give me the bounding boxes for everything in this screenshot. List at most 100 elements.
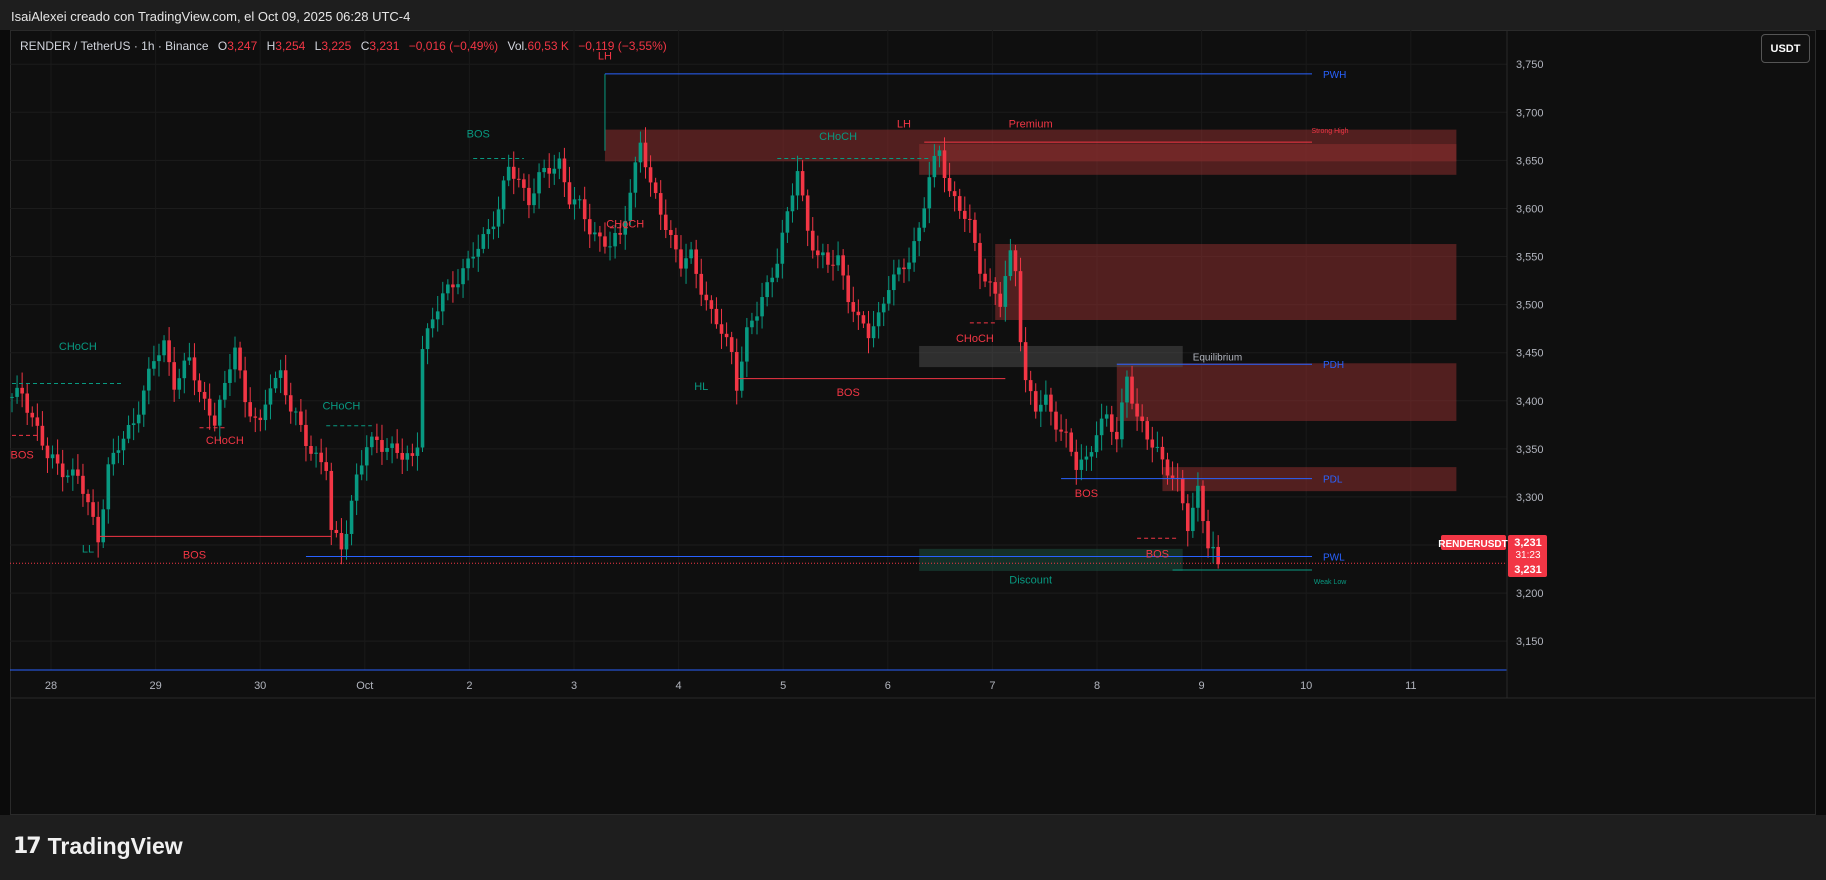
candle-body [364, 447, 369, 466]
candle-body [805, 195, 810, 231]
candle-body [1140, 416, 1144, 422]
low-value: 3,225 [321, 39, 352, 53]
candle-body [856, 311, 861, 316]
volume-value: 60,53 K [527, 39, 569, 53]
candle-body [1125, 376, 1129, 403]
candle-body [760, 297, 764, 317]
candle-body [810, 230, 815, 251]
candle-body [243, 370, 247, 403]
level-label: Weak Low [1314, 579, 1347, 586]
candle-body [1135, 403, 1139, 417]
candle-body [643, 142, 648, 168]
candle-body [699, 273, 704, 295]
candle-body [395, 443, 399, 453]
candle-body [633, 162, 638, 193]
candle-body [1023, 342, 1028, 381]
level-label: Strong High [1312, 128, 1349, 135]
candle-body [765, 282, 769, 298]
volume-change: −0,119 (−3,55%) [578, 39, 667, 53]
candle-body [932, 155, 937, 178]
candle-body [851, 302, 856, 312]
candle-body [613, 232, 617, 247]
y-axis-tick-label: 3,150 [1516, 636, 1544, 648]
x-axis-tick-label: 9 [1199, 680, 1205, 692]
candle-body [162, 340, 166, 356]
y-axis-tick-label: 3,450 [1516, 348, 1544, 360]
candle-body [299, 411, 303, 425]
candle-body [826, 252, 830, 265]
candle-body [461, 268, 465, 285]
smc-zone [995, 244, 1457, 320]
candle-body [897, 267, 901, 275]
candle-body [907, 262, 911, 270]
candle-body [182, 360, 187, 379]
candle-body [1064, 431, 1068, 433]
candle-body [1049, 394, 1053, 412]
candle-body [1028, 380, 1033, 392]
candle-body [177, 378, 182, 390]
candle-body [334, 529, 339, 534]
candle-body [1069, 432, 1074, 452]
candle-body [739, 361, 744, 391]
candle-body [755, 316, 759, 321]
candle-body [258, 417, 263, 421]
candle-body [294, 411, 298, 413]
candle-body [1185, 503, 1190, 532]
candle-body [719, 324, 724, 334]
candle-body [157, 355, 161, 362]
candle-body [314, 452, 318, 454]
candle-body [273, 377, 278, 389]
candle-body [527, 187, 531, 206]
candle-body [1033, 391, 1038, 412]
candle-body [1054, 411, 1058, 430]
candle-body [192, 357, 197, 381]
symbol-name[interactable]: RENDER / TetherUS · 1h · Binance [20, 39, 209, 53]
candle-body [435, 311, 440, 320]
currency-button[interactable]: USDT [1761, 34, 1810, 63]
candle-body [684, 258, 688, 269]
candle-body [669, 230, 673, 235]
symbol-legend: RENDER / TetherUS · 1h · Binance O3,247 … [20, 39, 667, 53]
candle-body [486, 229, 491, 235]
candle-body [517, 178, 521, 180]
candle-body [1109, 414, 1114, 432]
y-axis-tick-label: 3,200 [1516, 588, 1544, 600]
candle-body [1089, 452, 1094, 457]
candle-body [167, 340, 171, 363]
candle-body [1170, 475, 1175, 478]
candle-body [263, 404, 268, 421]
candle-body [238, 347, 242, 371]
x-axis-tick-label: 10 [1300, 680, 1312, 692]
y-axis-tick-label: 3,400 [1516, 396, 1544, 408]
candle-body [1216, 546, 1220, 565]
candle-body [385, 447, 389, 452]
candle-body [141, 390, 146, 415]
candle-body [217, 399, 222, 426]
candle-body [674, 234, 678, 250]
candle-body [653, 182, 658, 194]
candle-body [1115, 431, 1119, 440]
structure-label: LH [897, 119, 911, 131]
level-label: PDH [1323, 360, 1344, 371]
candle-body [466, 258, 470, 269]
structure-label: BOS [1075, 488, 1098, 500]
candle-body [775, 263, 780, 278]
top-bar: IsaiAlexei creado con TradingView.com, e… [0, 0, 1826, 30]
candle-body [942, 150, 947, 179]
candle-body [709, 300, 714, 309]
candle-body [96, 516, 100, 543]
candle-body [1206, 521, 1210, 549]
candle-body [902, 267, 906, 270]
candle-body [1059, 429, 1063, 432]
candle-body [309, 445, 313, 454]
structure-label: Discount [1009, 574, 1052, 586]
candle-body [957, 196, 962, 211]
candle-body [988, 281, 992, 283]
candle-body [831, 264, 835, 266]
tradingview-logo[interactable]: 17 TradingView [13, 833, 183, 860]
candle-body [430, 319, 435, 329]
y-axis-tick-label: 3,500 [1516, 300, 1544, 312]
candle-body [552, 168, 557, 174]
candle-body [734, 351, 739, 391]
